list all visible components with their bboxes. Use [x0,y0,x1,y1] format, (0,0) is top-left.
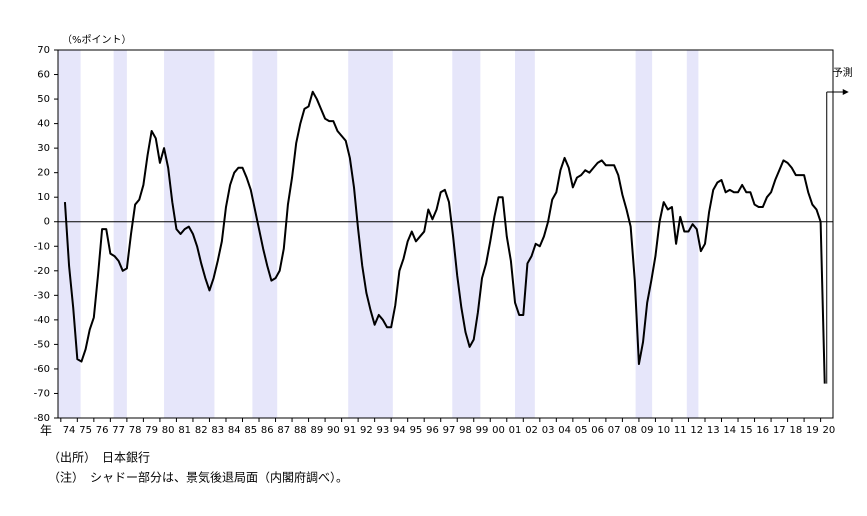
recession-shade [252,50,278,418]
recession-shade [452,50,481,418]
x-tick-label: 19 [806,425,819,436]
x-tick-label: 85 [244,425,257,436]
x-tick-label: 74 [63,425,76,436]
x-tick-label: 00 [492,425,505,436]
x-tick-label: 02 [525,425,538,436]
forecast-arrowhead [842,89,849,95]
x-tick-label: 79 [145,425,158,436]
x-tick-label: 15 [740,425,753,436]
x-tick-label: 81 [178,425,191,436]
x-tick-label: 17 [773,425,786,436]
x-tick-label: 96 [426,425,439,436]
x-tick-label: 88 [294,425,307,436]
x-tick-label: 08 [624,425,637,436]
y-tick-label: -50 [34,339,50,350]
x-tick-label: 83 [211,425,224,436]
x-tick-label: 18 [789,425,802,436]
y-tick-label: -60 [34,364,50,375]
x-tick-label: 78 [129,425,142,436]
recession-shade [113,50,127,418]
x-tick-label: 93 [377,425,390,436]
x-tick-label: 99 [476,425,489,436]
x-tick-label: 06 [591,425,604,436]
x-unit-label: 年 [40,424,52,438]
x-tick-label: 80 [162,425,175,436]
source-note: （出所） 日本銀行 [48,451,150,465]
x-tick-label: 10 [657,425,670,436]
y-tick-label: -70 [34,388,50,399]
x-tick-label: 82 [195,425,208,436]
recession-shade [164,50,215,418]
x-tick-label: 92 [360,425,373,436]
recession-shade [58,50,81,418]
x-tick-label: 16 [756,425,769,436]
x-tick-label: 09 [641,425,654,436]
recession-shade [635,50,653,418]
y-tick-label: 30 [37,143,50,154]
recession-shade [348,50,393,418]
x-tick-label: 77 [112,425,125,436]
y-tick-label: -40 [34,315,50,326]
x-tick-label: 84 [228,425,241,436]
y-unit-label: （%ポイント） [62,34,132,46]
y-tick-label: -80 [34,413,50,424]
x-tick-label: 94 [393,425,406,436]
recession-shade [515,50,535,418]
x-tick-label: 98 [459,425,472,436]
series-line [63,90,826,384]
x-tick-label: 05 [575,425,588,436]
x-tick-label: 04 [558,425,571,436]
x-tick-label: 97 [443,425,456,436]
x-tick-label: 07 [608,425,621,436]
x-tick-label: 03 [542,425,555,436]
y-tick-label: 60 [37,70,50,81]
shade-note: （注） シャドー部分は、景気後退局面（内閣府調べ）。 [48,470,348,485]
y-tick-label: 70 [37,45,50,56]
y-tick-label: 40 [37,119,50,130]
x-tick-label: 87 [277,425,290,436]
x-tick-label: 91 [343,425,356,436]
x-tick-label: 13 [707,425,720,436]
y-tick-label: 10 [37,192,50,203]
x-tick-label: 89 [310,425,323,436]
x-tick-label: 12 [690,425,703,436]
y-tick-label: 50 [37,94,50,105]
y-tick-label: 20 [37,168,50,179]
y-tick-label: -30 [34,290,50,301]
y-tick-label: -10 [34,241,50,252]
plot-frame [57,49,834,419]
x-tick-label: 14 [723,425,736,436]
x-tick-label: 90 [327,425,340,436]
x-tick-label: 01 [509,425,522,436]
recession-shade [686,50,699,418]
forecast-label: 予測 [833,66,853,79]
y-tick-label: -20 [34,266,50,277]
x-tick-label: 20 [823,425,836,436]
x-tick-label: 11 [674,425,687,436]
x-tick-label: 75 [79,425,92,436]
y-tick-label: 0 [44,217,50,228]
x-tick-label: 76 [96,425,109,436]
x-tick-label: 86 [261,425,274,436]
x-tick-label: 95 [410,425,423,436]
